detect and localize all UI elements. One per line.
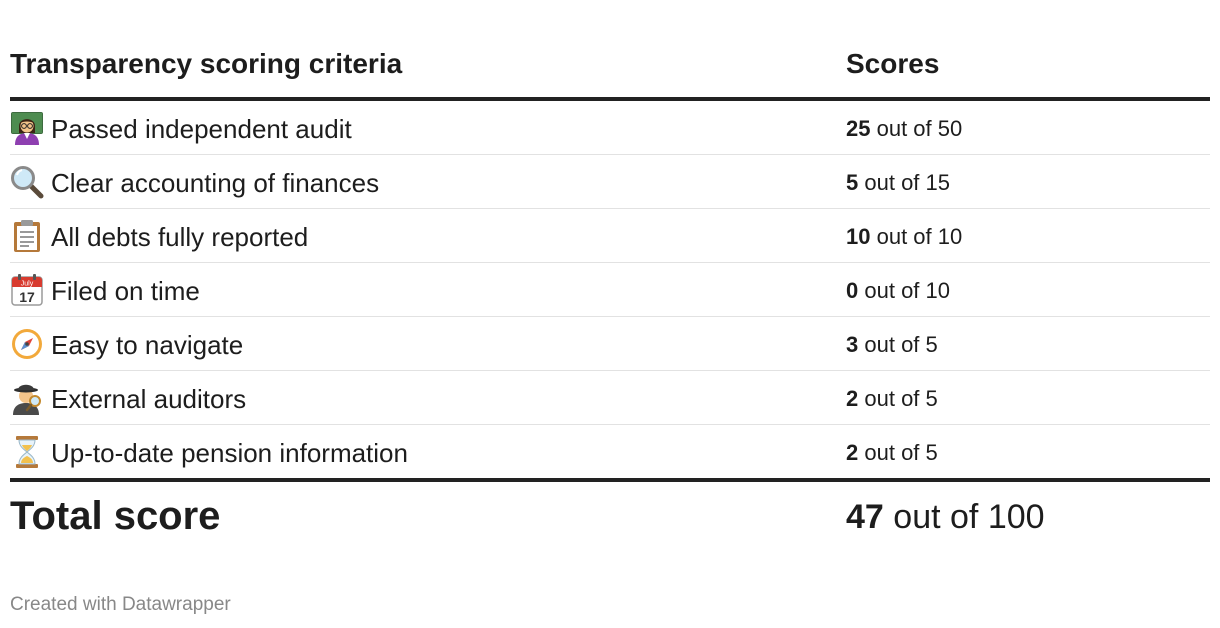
criteria-label: Clear accounting of finances	[51, 168, 380, 198]
table-row: Easy to navigate 3 out of 5	[10, 317, 1210, 371]
header-criteria: Transparency scoring criteria	[10, 48, 403, 79]
table-header: Transparency scoring criteria Scores	[10, 44, 1210, 84]
row-score: 5 out of 15	[846, 170, 951, 195]
row-score: 0 out of 10	[846, 278, 951, 303]
calendar-month: July	[21, 281, 34, 288]
header-scores: Scores	[846, 48, 940, 79]
total-row: Total score 47 out of 100	[10, 494, 1210, 544]
table-row: External auditors 2 out of 5	[10, 371, 1210, 425]
criteria-label: Easy to navigate	[51, 330, 244, 360]
row-score: 2 out of 5	[846, 386, 938, 411]
total-score: 47 out of 100	[846, 498, 1045, 536]
hourglass-icon	[10, 435, 44, 469]
table-body: Passed independent audit 25 out of 50 Cl…	[10, 101, 1210, 479]
total-label: Total score	[10, 494, 221, 538]
footer-credit: Created with Datawrapper	[10, 594, 231, 615]
table-row: Clear accounting of finances 5 out of 15	[10, 155, 1210, 209]
compass-icon	[10, 327, 44, 361]
total-rule	[10, 478, 1210, 482]
clipboard-icon	[10, 219, 44, 253]
teacher-icon	[10, 111, 44, 145]
criteria-label: Filed on time	[51, 276, 200, 306]
table-row: July 17 Filed on time 0 out of 10	[10, 263, 1210, 317]
criteria-label: External auditors	[51, 384, 247, 414]
table-row: Passed independent audit 25 out of 50	[10, 101, 1210, 155]
calendar-icon: July 17	[10, 273, 44, 307]
magnifier-icon	[10, 165, 44, 199]
header-rule	[10, 97, 1210, 101]
criteria-label: All debts fully reported	[51, 222, 309, 252]
row-score: 25 out of 50	[846, 116, 963, 141]
detective-icon	[10, 381, 44, 415]
calendar-day: 17	[19, 289, 35, 305]
row-score: 3 out of 5	[846, 332, 938, 357]
table-row: All debts fully reported 10 out of 10	[10, 209, 1210, 263]
row-score: 10 out of 10	[846, 224, 963, 249]
table-row: Up-to-date pension information 2 out of …	[10, 425, 1210, 479]
criteria-label: Passed independent audit	[51, 114, 352, 144]
row-score: 2 out of 5	[846, 440, 938, 465]
criteria-label: Up-to-date pension information	[51, 438, 408, 468]
